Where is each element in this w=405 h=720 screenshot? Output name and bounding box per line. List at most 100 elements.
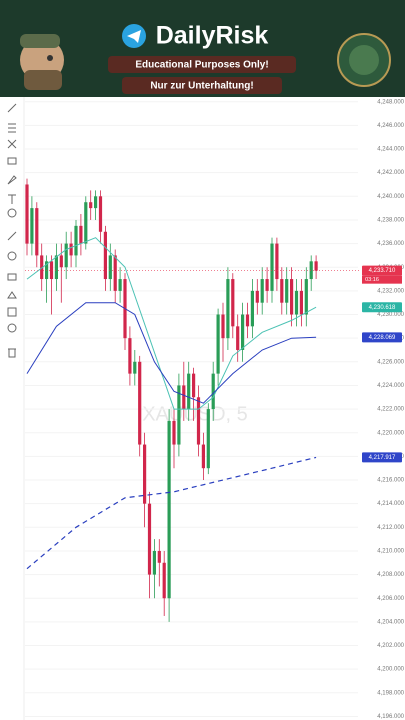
price-tag-label: 4,217.917 bbox=[369, 455, 396, 461]
moving-average bbox=[26, 302, 317, 404]
candle-body bbox=[147, 503, 152, 575]
candle-body bbox=[206, 409, 210, 469]
tool-visibility[interactable] bbox=[7, 307, 17, 317]
candle-body bbox=[255, 290, 259, 303]
candle-body bbox=[103, 231, 107, 280]
candle-body bbox=[250, 290, 254, 327]
candle-body bbox=[74, 225, 78, 256]
candle-body bbox=[241, 314, 245, 350]
badge-bg bbox=[122, 77, 282, 94]
candle-body bbox=[45, 261, 49, 280]
tool-trash[interactable] bbox=[8, 348, 16, 358]
y-tick-label: 4,226.000 bbox=[377, 359, 404, 365]
tool-brush[interactable] bbox=[7, 175, 17, 185]
toolbar bbox=[7, 103, 17, 358]
candle-body bbox=[187, 373, 191, 410]
candle-body bbox=[152, 550, 156, 575]
y-tick-label: 4,238.000 bbox=[377, 218, 404, 224]
candle-body bbox=[192, 373, 196, 398]
candle-body bbox=[309, 261, 313, 280]
brand: DailyRisk bbox=[156, 22, 269, 50]
y-tick-label: 4,248.000 bbox=[377, 99, 404, 105]
candle-body bbox=[211, 373, 215, 410]
tool-pitchfork[interactable] bbox=[7, 139, 17, 149]
price-tag-label: 4,230.618 bbox=[369, 305, 396, 311]
candle-body bbox=[172, 420, 176, 445]
price-tag-label: 4,228.069 bbox=[369, 335, 396, 341]
y-tick-label: 4,200.000 bbox=[377, 667, 404, 673]
tool-magnet[interactable] bbox=[7, 273, 17, 281]
moving-average bbox=[26, 456, 317, 570]
price-tag-label: 4,233.710 bbox=[369, 268, 396, 274]
tool-emoji[interactable] bbox=[7, 208, 17, 218]
plot: 4,196.000 4,198.000 4,200.000 4,202.000 4,20… bbox=[25, 99, 405, 720]
candle-body bbox=[294, 290, 299, 315]
y-tick-label: 4,196.000 bbox=[377, 714, 404, 720]
tool-rect[interactable] bbox=[7, 157, 17, 165]
candle-body bbox=[89, 202, 93, 209]
tool-lock[interactable] bbox=[7, 291, 17, 299]
candle-body bbox=[40, 255, 44, 280]
candle-body bbox=[133, 361, 137, 374]
candle-body bbox=[221, 314, 225, 339]
price-tag bbox=[362, 265, 402, 276]
tool-zoom[interactable] bbox=[7, 251, 17, 261]
candle-body bbox=[128, 338, 132, 374]
badge: Educational Purposes Only! bbox=[135, 60, 268, 71]
y-tick-label: 4,246.000 bbox=[377, 123, 404, 129]
y-tick-label: 4,208.000 bbox=[377, 572, 404, 578]
badge: Nur zur Unterhaltung! bbox=[150, 81, 253, 92]
y-tick-label: 4,202.000 bbox=[377, 643, 404, 649]
y-tick-label: 4,216.000 bbox=[377, 478, 404, 484]
candle-body bbox=[182, 385, 186, 410]
y-tick-label: 4,242.000 bbox=[377, 170, 404, 176]
avatar bbox=[20, 34, 64, 90]
candle-body bbox=[314, 261, 318, 271]
candle-body bbox=[196, 397, 201, 445]
candle-body bbox=[299, 290, 303, 315]
candle-body bbox=[118, 279, 122, 291]
candle-body bbox=[25, 184, 29, 244]
candle-body bbox=[113, 255, 117, 291]
candle-body bbox=[108, 255, 112, 280]
tool-line[interactable] bbox=[7, 103, 17, 113]
y-tick-label: 4,240.000 bbox=[377, 194, 404, 200]
countdown: 03:16 bbox=[365, 277, 379, 283]
y-tick-label: 4,210.000 bbox=[377, 549, 404, 555]
candle-body bbox=[30, 208, 34, 244]
candle-body bbox=[201, 444, 205, 469]
tool-ruler[interactable] bbox=[7, 231, 17, 241]
y-tick-label: 4,212.000 bbox=[377, 525, 404, 531]
candle-body bbox=[98, 196, 103, 232]
y-tick-label: 4,214.000 bbox=[377, 501, 404, 507]
candle-body bbox=[236, 326, 240, 350]
y-tick-label: 4,232.000 bbox=[377, 288, 404, 294]
candle-body bbox=[162, 562, 166, 599]
tool-hlines[interactable] bbox=[8, 123, 16, 133]
y-tick-label: 4,236.000 bbox=[377, 241, 404, 247]
countdown-bg bbox=[362, 275, 402, 284]
price-tag bbox=[362, 452, 402, 463]
candle-body bbox=[177, 385, 181, 445]
candle-body bbox=[216, 314, 220, 374]
candle-body bbox=[265, 279, 269, 291]
candle-body bbox=[84, 202, 88, 244]
tool-layers[interactable] bbox=[7, 323, 17, 333]
candle-body bbox=[79, 225, 83, 244]
telegram-plane bbox=[127, 30, 141, 43]
y-tick-label: 4,206.000 bbox=[377, 596, 404, 602]
y-tick-label: 4,204.000 bbox=[377, 619, 404, 625]
candle-body bbox=[245, 314, 250, 327]
candle-body bbox=[49, 261, 54, 280]
tool-text[interactable] bbox=[8, 194, 16, 204]
candle-body bbox=[275, 243, 279, 280]
y-tick-label: 4,230.000 bbox=[377, 312, 404, 318]
candle-body bbox=[260, 279, 264, 303]
candle-body bbox=[231, 279, 235, 327]
price-tag bbox=[362, 302, 402, 313]
candle-body bbox=[138, 361, 142, 445]
candle-body bbox=[54, 255, 58, 280]
y-tick-label: 4,198.000 bbox=[377, 690, 404, 696]
candle-body bbox=[69, 243, 73, 256]
